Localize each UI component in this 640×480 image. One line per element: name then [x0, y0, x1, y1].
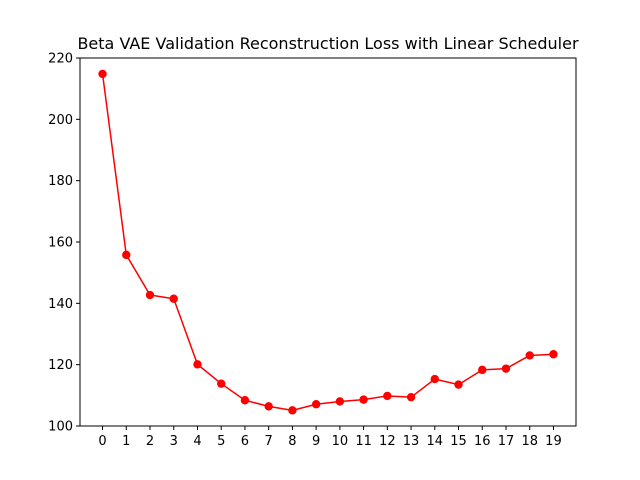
y-tick-label: 200 — [48, 113, 73, 128]
x-tick-label: 4 — [193, 434, 201, 449]
x-tick-label: 9 — [312, 434, 320, 449]
data-point — [240, 396, 250, 405]
x-tick-label: 10 — [332, 434, 349, 449]
x-tick-label: 17 — [498, 434, 515, 449]
data-point — [478, 365, 487, 375]
y-tick-label: 160 — [48, 236, 73, 251]
plot-area — [98, 69, 558, 415]
x-tick-label: 12 — [379, 434, 396, 449]
axes-frame — [79, 57, 577, 427]
data-point — [454, 380, 463, 389]
data-point — [359, 395, 368, 404]
y-tick-label: 180 — [48, 174, 73, 189]
y-tick-label: 220 — [48, 52, 73, 67]
y-tick-label: 100 — [48, 420, 73, 435]
x-tick-label: 8 — [288, 434, 296, 449]
x-tick-label: 6 — [241, 434, 249, 449]
x-tick-label: 15 — [450, 434, 467, 449]
x-tick-label: 2 — [146, 434, 154, 449]
data-point — [430, 374, 439, 384]
y-tick-label: 120 — [48, 358, 73, 373]
x-tick-label: 13 — [403, 434, 420, 449]
data-point — [501, 364, 511, 373]
x-tick-label: 19 — [545, 434, 562, 449]
data-point — [288, 406, 297, 415]
y-tick-label: 140 — [48, 297, 73, 312]
x-tick-label: 3 — [170, 434, 178, 449]
x-tick-label: 18 — [521, 434, 538, 449]
data-point — [98, 69, 107, 79]
x-tick-label: 1 — [122, 434, 130, 449]
x-tick-label: 7 — [265, 434, 273, 449]
data-point — [335, 397, 345, 406]
data-point — [264, 402, 273, 411]
data-point — [406, 392, 416, 402]
data-point — [525, 351, 534, 360]
data-point — [169, 294, 178, 303]
x-tick-label: 0 — [98, 434, 106, 449]
chart-title: Beta VAE Validation Reconstruction Loss … — [77, 34, 579, 53]
data-point — [193, 360, 202, 369]
data-point — [217, 379, 226, 388]
x-tick-label: 16 — [474, 434, 491, 449]
data-point — [549, 350, 558, 359]
x-tick-label: 14 — [427, 434, 444, 449]
data-point — [145, 290, 155, 300]
data-point — [311, 400, 321, 409]
x-tick-label: 11 — [355, 434, 372, 449]
series-line — [101, 73, 554, 412]
axes: 0 1 2 3 4 5 6 7 8 9 10 11 12 13 14 15 16 17 18 191001201401… — [48, 52, 577, 449]
x-tick-label: 5 — [217, 434, 225, 449]
data-point — [383, 391, 392, 401]
data-point — [122, 250, 131, 260]
